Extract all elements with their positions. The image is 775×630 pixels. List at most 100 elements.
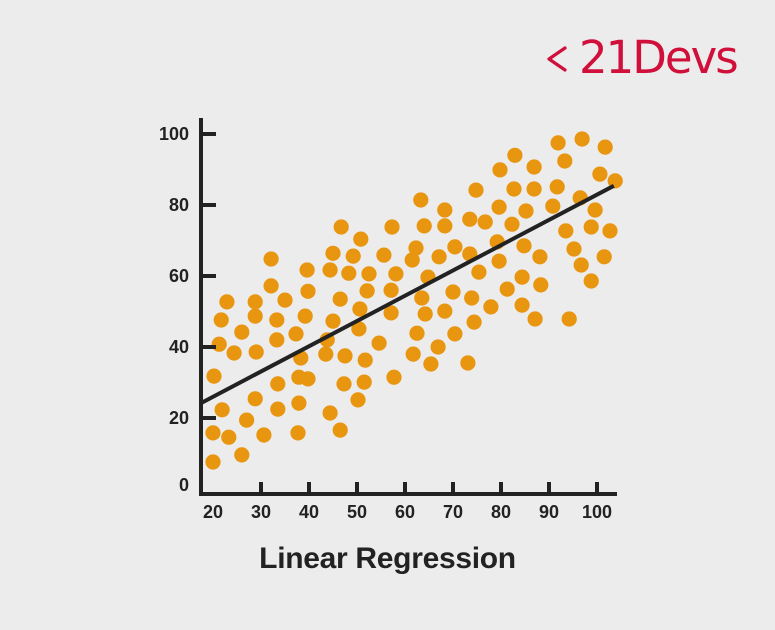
- data-point: [492, 162, 508, 178]
- data-points: [205, 131, 623, 470]
- data-point: [597, 139, 613, 155]
- data-point: [332, 291, 348, 307]
- data-point: [607, 173, 623, 189]
- y-tick-label: 60: [169, 266, 189, 286]
- data-point: [423, 356, 439, 372]
- data-point: [574, 131, 590, 147]
- data-point: [269, 312, 285, 328]
- brand-logo: 21Devs: [543, 28, 758, 88]
- data-point: [291, 369, 307, 385]
- data-point: [333, 219, 349, 235]
- data-point: [214, 402, 230, 418]
- chart-title: Linear Regression: [259, 542, 516, 575]
- y-axis: 0 20 40 60 80 100: [159, 118, 216, 496]
- data-point: [359, 283, 375, 299]
- y-tick-label: 40: [169, 337, 189, 357]
- data-point: [300, 283, 316, 299]
- x-tick-label: 40: [299, 502, 319, 522]
- data-point: [234, 324, 250, 340]
- y-tick-label: 20: [169, 408, 189, 428]
- data-point: [504, 216, 520, 232]
- data-point: [388, 266, 404, 282]
- data-point: [357, 352, 373, 368]
- data-point: [318, 346, 334, 362]
- data-point: [376, 247, 392, 263]
- data-point: [447, 326, 463, 342]
- data-point: [247, 308, 263, 324]
- data-point: [583, 273, 599, 289]
- chevron-left-icon: [547, 46, 567, 72]
- data-point: [561, 311, 577, 327]
- data-point: [322, 405, 338, 421]
- data-point: [356, 374, 372, 390]
- data-point: [405, 346, 421, 362]
- data-point: [386, 369, 402, 385]
- x-tick-label: 90: [539, 502, 559, 522]
- data-point: [533, 277, 549, 293]
- data-point: [566, 241, 582, 257]
- data-point: [269, 332, 285, 348]
- regression-line: [200, 184, 615, 405]
- data-point: [256, 427, 272, 443]
- data-point: [345, 248, 361, 264]
- data-point: [206, 368, 222, 384]
- data-point: [545, 198, 561, 214]
- data-point: [587, 202, 603, 218]
- data-point: [361, 266, 377, 282]
- data-point: [263, 251, 279, 267]
- data-point: [270, 401, 286, 417]
- data-point: [550, 135, 566, 151]
- data-point: [383, 282, 399, 298]
- brand-name: 21Devs: [579, 31, 739, 84]
- y-tick-label: 100: [159, 124, 189, 144]
- data-point: [288, 326, 304, 342]
- data-point: [332, 422, 348, 438]
- data-point: [416, 218, 432, 234]
- data-point: [430, 339, 446, 355]
- x-tick-label: 20: [203, 502, 223, 522]
- data-point: [291, 395, 307, 411]
- data-point: [352, 301, 368, 317]
- data-point: [337, 348, 353, 364]
- data-point: [297, 308, 313, 324]
- data-point: [263, 278, 279, 294]
- data-point: [353, 231, 369, 247]
- data-point: [532, 249, 548, 265]
- data-point: [404, 252, 420, 268]
- x-tick-label: 30: [251, 502, 271, 522]
- data-point: [437, 202, 453, 218]
- data-point: [384, 219, 400, 235]
- data-point: [491, 253, 507, 269]
- x-axis: 20 30 40 50 60 70 80 90 100: [199, 482, 617, 522]
- x-tick-label: 80: [491, 502, 511, 522]
- data-point: [383, 305, 399, 321]
- x-tick-label: 50: [347, 502, 367, 522]
- data-point: [460, 355, 476, 371]
- data-point: [499, 281, 515, 297]
- data-point: [270, 376, 286, 392]
- data-point: [445, 284, 461, 300]
- data-point: [336, 376, 352, 392]
- x-tick-label: 100: [582, 502, 612, 522]
- data-point: [213, 312, 229, 328]
- data-point: [602, 223, 618, 239]
- data-point: [248, 344, 264, 360]
- data-point: [437, 218, 453, 234]
- data-point: [431, 249, 447, 265]
- data-point: [322, 262, 338, 278]
- data-point: [447, 239, 463, 255]
- data-point: [234, 447, 250, 463]
- data-point: [408, 240, 424, 256]
- data-point: [466, 314, 482, 330]
- data-point: [414, 290, 430, 306]
- data-point: [226, 345, 242, 361]
- data-point: [573, 257, 589, 273]
- data-point: [506, 181, 522, 197]
- x-tick-label: 70: [443, 502, 463, 522]
- data-point: [514, 269, 530, 285]
- data-point: [417, 306, 433, 322]
- data-point: [205, 425, 221, 441]
- data-point: [464, 290, 480, 306]
- data-point: [527, 311, 543, 327]
